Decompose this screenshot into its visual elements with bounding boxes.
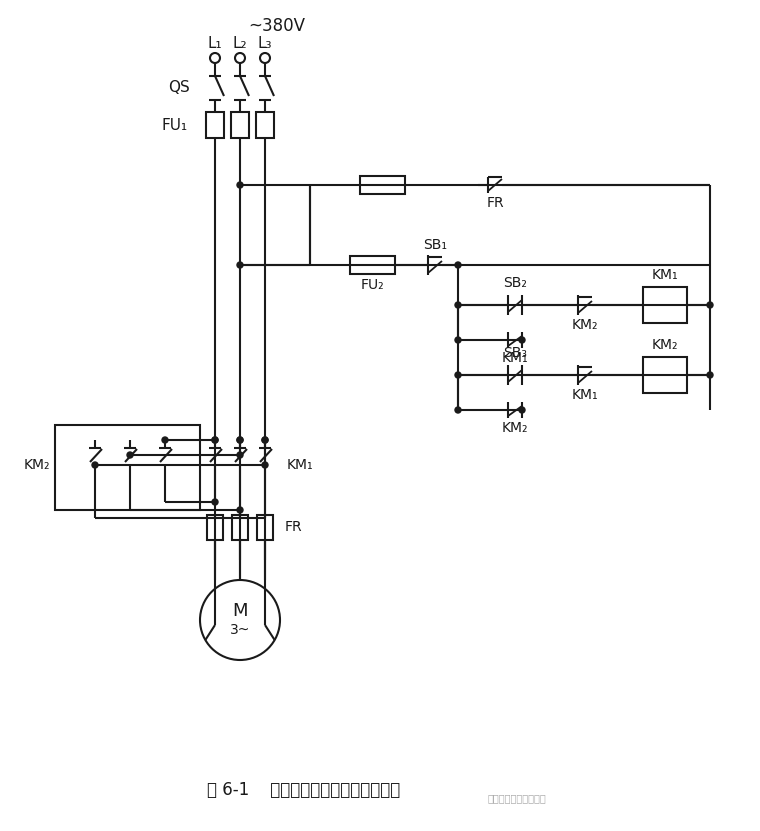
Circle shape (707, 302, 713, 308)
Text: SB₃: SB₃ (503, 346, 527, 360)
Bar (206, 112, 224, 138)
Circle shape (519, 337, 525, 343)
Bar (55, 425, 200, 510)
Text: 3~: 3~ (230, 623, 250, 637)
Text: KM₂: KM₂ (652, 338, 678, 352)
Circle shape (162, 437, 168, 443)
Circle shape (455, 407, 461, 413)
Circle shape (212, 437, 218, 443)
Circle shape (92, 462, 98, 468)
Text: KM₁: KM₁ (572, 388, 598, 402)
Circle shape (519, 407, 525, 413)
Text: L₂: L₂ (233, 37, 247, 52)
Text: KM₁: KM₁ (502, 351, 528, 365)
Bar (207, 515, 223, 540)
Bar (643, 357, 687, 393)
Circle shape (262, 515, 268, 521)
Bar (350, 256, 395, 274)
Circle shape (237, 437, 243, 443)
Text: 图 6-1    交流电动机的正反转控制电路: 图 6-1 交流电动机的正反转控制电路 (207, 781, 401, 799)
Text: SB₁: SB₁ (423, 238, 447, 252)
Text: KM₂: KM₂ (502, 421, 528, 435)
Circle shape (237, 262, 243, 268)
Bar (232, 515, 248, 540)
Circle shape (127, 452, 133, 458)
Circle shape (455, 337, 461, 343)
Circle shape (237, 182, 243, 188)
Circle shape (262, 462, 268, 468)
Bar (360, 176, 405, 194)
Circle shape (455, 372, 461, 378)
Circle shape (260, 53, 270, 63)
Circle shape (455, 262, 461, 268)
Circle shape (237, 452, 243, 458)
Text: KM₂: KM₂ (572, 318, 598, 332)
Circle shape (210, 53, 220, 63)
Text: FR: FR (486, 196, 504, 210)
Text: 微信公众号：成成培训: 微信公众号：成成培训 (487, 793, 546, 803)
Text: KM₁: KM₁ (651, 268, 679, 282)
Circle shape (262, 437, 268, 443)
Text: SB₂: SB₂ (503, 276, 527, 290)
Circle shape (262, 437, 268, 443)
Text: FR: FR (285, 520, 302, 534)
Text: L₃: L₃ (258, 37, 272, 52)
Bar (643, 287, 687, 323)
Circle shape (212, 499, 218, 505)
Text: FU₁: FU₁ (162, 117, 188, 132)
Circle shape (237, 437, 243, 443)
Circle shape (237, 507, 243, 513)
Circle shape (212, 437, 218, 443)
Circle shape (235, 53, 245, 63)
Text: ~380V: ~380V (248, 17, 305, 35)
Text: QS: QS (168, 81, 190, 96)
Bar (231, 112, 249, 138)
Circle shape (455, 302, 461, 308)
Bar (257, 515, 273, 540)
Text: L₁: L₁ (207, 37, 223, 52)
Text: M: M (233, 602, 248, 620)
Circle shape (200, 580, 280, 660)
Circle shape (707, 372, 713, 378)
Text: FU₂: FU₂ (360, 278, 384, 292)
Bar (256, 112, 274, 138)
Text: KM₁: KM₁ (287, 458, 314, 472)
Text: KM₂: KM₂ (24, 458, 50, 472)
